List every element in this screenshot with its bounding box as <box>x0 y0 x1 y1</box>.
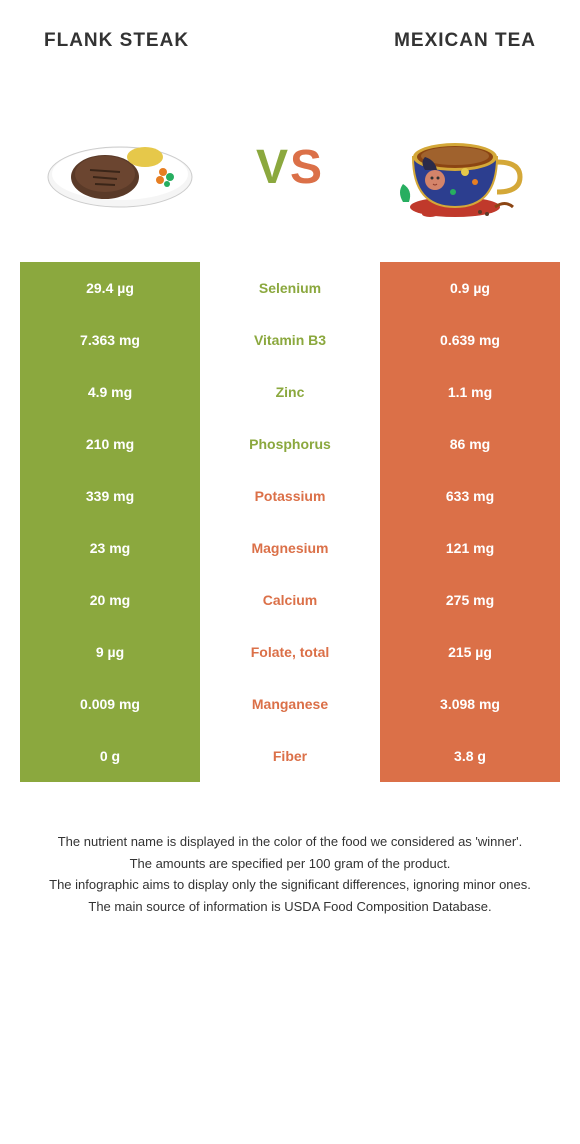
left-value: 4.9 mg <box>20 366 200 418</box>
nutrient-label: Zinc <box>200 366 380 418</box>
right-value: 3.098 mg <box>380 678 560 730</box>
nutrient-label: Phosphorus <box>200 418 380 470</box>
right-value: 3.8 g <box>380 730 560 782</box>
nutrient-label: Potassium <box>200 470 380 522</box>
images-row: VS <box>20 112 560 222</box>
left-value: 29.4 µg <box>20 262 200 314</box>
left-value: 7.363 mg <box>20 314 200 366</box>
table-row: 20 mgCalcium275 mg <box>20 574 560 626</box>
table-row: 29.4 µgSelenium0.9 µg <box>20 262 560 314</box>
steak-plate-icon <box>45 122 195 212</box>
tea-cup-icon <box>395 112 525 222</box>
table-row: 339 mgPotassium633 mg <box>20 470 560 522</box>
right-value: 275 mg <box>380 574 560 626</box>
footer-notes: The nutrient name is displayed in the co… <box>20 832 560 916</box>
table-row: 9 µgFolate, total215 µg <box>20 626 560 678</box>
footer-line-1: The nutrient name is displayed in the co… <box>30 832 550 852</box>
table-row: 7.363 mgVitamin B30.639 mg <box>20 314 560 366</box>
nutrient-label: Selenium <box>200 262 380 314</box>
table-row: 23 mgMagnesium121 mg <box>20 522 560 574</box>
footer-line-4: The main source of information is USDA F… <box>30 897 550 917</box>
right-food-title: MEXICAN TEA <box>394 30 536 52</box>
right-food-image <box>380 112 540 222</box>
right-value: 86 mg <box>380 418 560 470</box>
left-food-image <box>40 112 200 222</box>
vs-s: S <box>290 141 324 194</box>
nutrient-label: Fiber <box>200 730 380 782</box>
footer-line-3: The infographic aims to display only the… <box>30 875 550 895</box>
left-value: 0.009 mg <box>20 678 200 730</box>
nutrient-label: Folate, total <box>200 626 380 678</box>
right-value: 0.9 µg <box>380 262 560 314</box>
right-value: 121 mg <box>380 522 560 574</box>
right-value: 633 mg <box>380 470 560 522</box>
vs-v: V <box>256 141 290 194</box>
table-row: 4.9 mgZinc1.1 mg <box>20 366 560 418</box>
nutrient-label: Vitamin B3 <box>200 314 380 366</box>
right-value: 0.639 mg <box>380 314 560 366</box>
left-value: 339 mg <box>20 470 200 522</box>
left-value: 0 g <box>20 730 200 782</box>
nutrient-label: Calcium <box>200 574 380 626</box>
table-row: 0.009 mgManganese3.098 mg <box>20 678 560 730</box>
table-row: 0 gFiber3.8 g <box>20 730 560 782</box>
left-value: 9 µg <box>20 626 200 678</box>
right-value: 1.1 mg <box>380 366 560 418</box>
left-food-title: FLANK STEAK <box>44 30 189 52</box>
left-value: 210 mg <box>20 418 200 470</box>
vs-label: VS <box>256 140 324 195</box>
comparison-table: 29.4 µgSelenium0.9 µg7.363 mgVitamin B30… <box>20 262 560 782</box>
right-value: 215 µg <box>380 626 560 678</box>
footer-line-2: The amounts are specified per 100 gram o… <box>30 854 550 874</box>
table-row: 210 mgPhosphorus86 mg <box>20 418 560 470</box>
nutrient-label: Magnesium <box>200 522 380 574</box>
nutrient-label: Manganese <box>200 678 380 730</box>
header: FLANK STEAK MEXICAN TEA <box>20 30 560 52</box>
left-value: 20 mg <box>20 574 200 626</box>
left-value: 23 mg <box>20 522 200 574</box>
